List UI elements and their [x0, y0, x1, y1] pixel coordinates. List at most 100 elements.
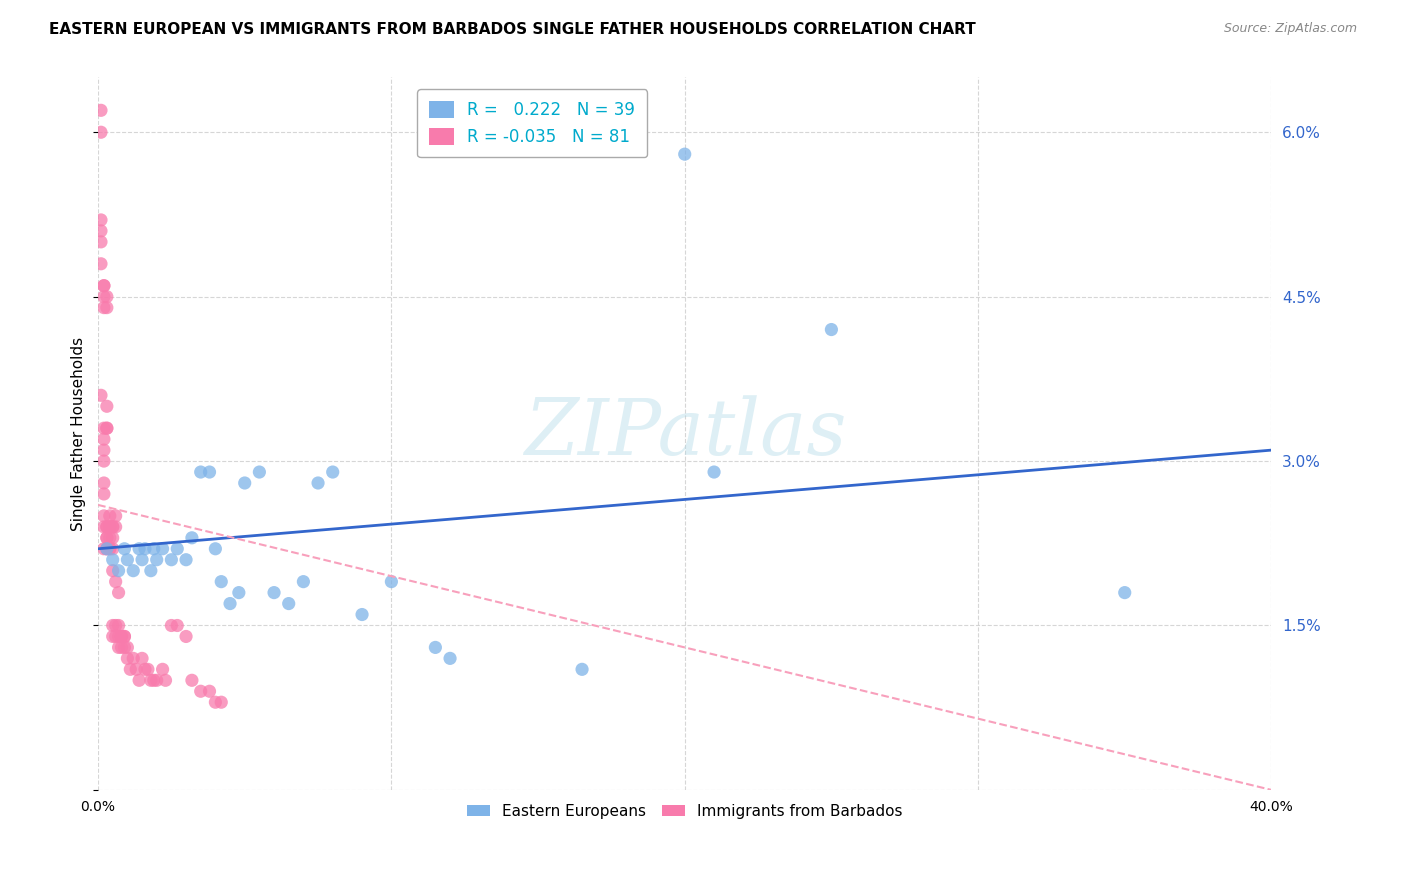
Point: [93, 278, 115, 293]
Point: [180, 673, 202, 688]
Point: [96, 531, 118, 545]
Point: [98, 541, 121, 556]
Point: [155, 673, 177, 688]
Point: [160, 618, 183, 632]
Point: [131, 651, 153, 665]
Point: [152, 541, 174, 556]
Point: [122, 651, 145, 665]
Point: [107, 630, 129, 644]
Point: [145, 673, 167, 688]
Point: [101, 541, 124, 556]
Point: [152, 662, 174, 676]
Point: [90, 103, 112, 118]
Text: EASTERN EUROPEAN VS IMMIGRANTS FROM BARBADOS SINGLE FATHER HOUSEHOLDS CORRELATIO: EASTERN EUROPEAN VS IMMIGRANTS FROM BARB…: [49, 22, 976, 37]
Point: [107, 585, 129, 599]
Point: [136, 662, 159, 676]
Point: [673, 147, 696, 161]
Point: [122, 564, 145, 578]
Text: ZIPatlas: ZIPatlas: [523, 395, 846, 472]
Point: [104, 618, 127, 632]
Point: [425, 640, 447, 655]
Point: [228, 585, 250, 599]
Point: [703, 465, 725, 479]
Point: [96, 421, 118, 435]
Point: [93, 475, 115, 490]
Point: [142, 541, 165, 556]
Point: [93, 421, 115, 435]
Point: [101, 531, 124, 545]
Point: [114, 630, 136, 644]
Point: [128, 541, 150, 556]
Point: [219, 597, 242, 611]
Point: [90, 257, 112, 271]
Point: [98, 520, 121, 534]
Point: [90, 125, 112, 139]
Point: [107, 640, 129, 655]
Point: [139, 564, 162, 578]
Point: [820, 322, 842, 336]
Y-axis label: Single Father Households: Single Father Households: [72, 336, 86, 531]
Point: [110, 640, 132, 655]
Point: [180, 531, 202, 545]
Point: [93, 508, 115, 523]
Point: [120, 662, 142, 676]
Point: [90, 235, 112, 249]
Point: [93, 454, 115, 468]
Point: [380, 574, 402, 589]
Point: [134, 662, 156, 676]
Point: [174, 630, 197, 644]
Point: [128, 673, 150, 688]
Point: [322, 465, 344, 479]
Point: [96, 290, 118, 304]
Point: [292, 574, 315, 589]
Point: [93, 520, 115, 534]
Point: [93, 432, 115, 446]
Point: [101, 552, 124, 566]
Point: [96, 531, 118, 545]
Point: [139, 673, 162, 688]
Point: [93, 487, 115, 501]
Point: [233, 475, 256, 490]
Point: [98, 520, 121, 534]
Point: [98, 541, 121, 556]
Point: [166, 541, 188, 556]
Point: [93, 443, 115, 458]
Point: [96, 399, 118, 413]
Point: [204, 541, 226, 556]
Point: [96, 520, 118, 534]
Point: [90, 213, 112, 227]
Point: [160, 552, 183, 566]
Point: [96, 541, 118, 556]
Point: [190, 684, 212, 698]
Point: [93, 290, 115, 304]
Point: [209, 695, 232, 709]
Point: [93, 278, 115, 293]
Point: [107, 564, 129, 578]
Point: [101, 520, 124, 534]
Point: [117, 552, 139, 566]
Point: [247, 465, 270, 479]
Point: [101, 630, 124, 644]
Point: [166, 618, 188, 632]
Point: [96, 541, 118, 556]
Point: [307, 475, 329, 490]
Point: [125, 662, 148, 676]
Point: [117, 651, 139, 665]
Point: [439, 651, 461, 665]
Point: [93, 301, 115, 315]
Point: [96, 421, 118, 435]
Point: [114, 541, 136, 556]
Point: [145, 552, 167, 566]
Point: [104, 508, 127, 523]
Point: [209, 574, 232, 589]
Point: [142, 673, 165, 688]
Point: [90, 224, 112, 238]
Point: [101, 520, 124, 534]
Point: [110, 630, 132, 644]
Point: [96, 520, 118, 534]
Text: Source: ZipAtlas.com: Source: ZipAtlas.com: [1223, 22, 1357, 36]
Point: [352, 607, 374, 622]
Legend: Eastern Europeans, Immigrants from Barbados: Eastern Europeans, Immigrants from Barba…: [461, 797, 908, 825]
Point: [204, 695, 226, 709]
Point: [117, 640, 139, 655]
